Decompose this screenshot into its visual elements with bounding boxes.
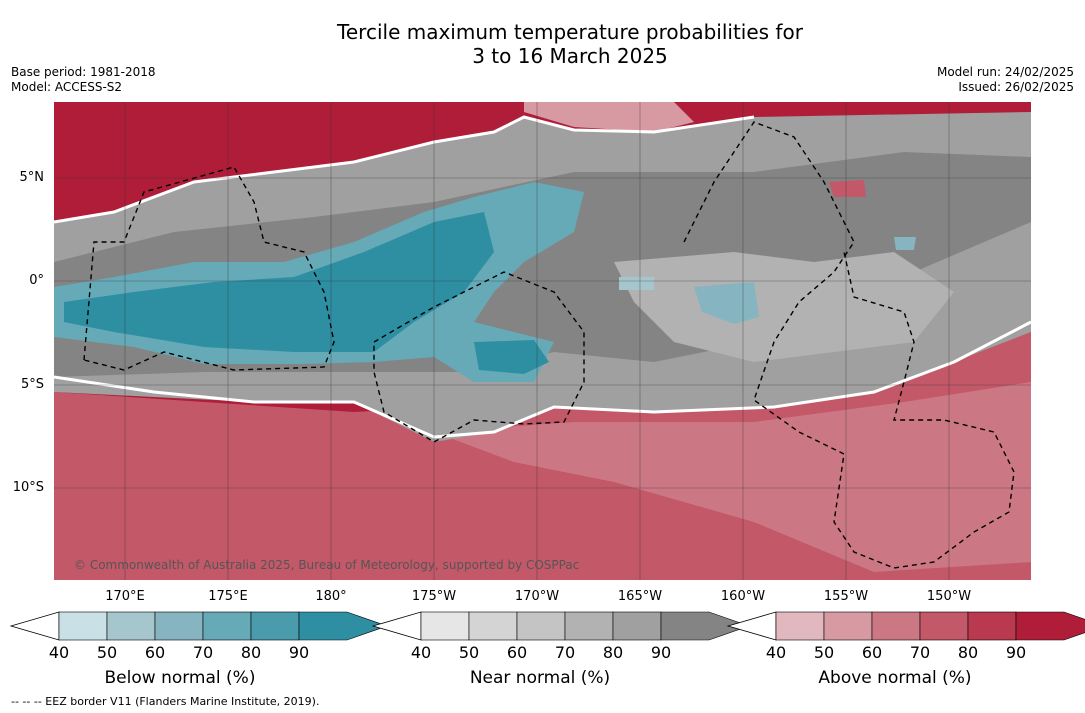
copyright-text: © Commonwealth of Australia 2025, Bureau… [74,558,579,572]
below-normal-patch [474,340,549,374]
colorbar-left-extend [371,611,422,641]
lat-label-10s: 10°S [12,480,44,495]
lon-label-170e: 170°E [105,589,145,604]
meta-left: Base period: 1981-2018 Model: ACCESS-S2 [11,65,156,95]
lat-label-5n: 5°N [19,170,45,185]
colorbar-tick-label: 90 [1005,643,1027,662]
issued-date: Issued: 26/02/2025 [958,80,1074,94]
lon-label-175w: 175°W [411,589,457,604]
colorbar-segment [871,611,921,641]
colorbar-tick-label: 80 [602,643,624,662]
colorbar-label-below: Below normal (%) [104,668,256,688]
colorbar-segment [660,611,750,641]
colorbar-tick-label: 40 [765,643,787,662]
above-normal-patch [829,180,866,197]
colorbar-tick-label: 50 [458,643,480,662]
lon-label-180: 180° [315,589,347,604]
colorbar-left-extend [9,611,60,641]
lat-label-0: 0° [29,273,44,288]
colorbar-tick-label: 60 [861,643,883,662]
below-normal-core [64,212,494,352]
colorbar-tick-label: 50 [813,643,835,662]
lat-label-5s: 5°S [20,377,44,392]
above-normal-band-60 [434,382,1031,572]
colorbar-segment [154,611,204,641]
graticule [54,102,1031,580]
colorbar-segment [967,611,1017,641]
colorbar-near-normal [371,611,750,641]
meta-right: Model run: 24/02/2025 Issued: 26/02/2025 [937,65,1074,95]
colorbar-segment [202,611,252,641]
colorbar-tick-label: 40 [48,643,70,662]
above-normal-north [524,102,694,132]
colorbar-segment [612,611,662,641]
contour-south [54,320,1031,439]
colorbar-segment [823,611,873,641]
base-period: Base period: 1981-2018 [11,65,156,79]
map-title: Tercile maximum temperature probabilitie… [0,20,1085,68]
colorbar-segment [468,611,518,641]
near-normal-light [614,252,954,362]
colorbar-tick-label: 70 [909,643,931,662]
colorbar-tick-label: 60 [144,643,166,662]
colorbar-below-normal [9,611,388,641]
colorbar-tick-label: 90 [288,643,310,662]
eez-footnote: -- -- -- EEZ border V11 (Flanders Marine… [11,695,320,708]
lon-label-170w: 170°W [514,589,560,604]
colorbar-tick-label: 40 [410,643,432,662]
model-name: Model: ACCESS-S2 [11,80,123,94]
colorbar-tick-label: 80 [957,643,979,662]
probability-map: © Commonwealth of Australia 2025, Bureau… [54,102,1031,580]
colorbar-segment [106,611,156,641]
colorbars [9,611,1085,641]
colorbar-segment [420,611,470,641]
colorbar-segment [564,611,614,641]
colorbar-tick-label: 90 [650,643,672,662]
colorbar-label-near: Near normal (%) [469,668,611,688]
map-area: © Commonwealth of Australia 2025, Bureau… [54,102,1031,580]
model-run: Model run: 24/02/2025 [936,65,1074,79]
colorbar-segment [250,611,300,641]
colorbar-left-extend [726,611,777,641]
title-line-2: 3 to 16 March 2025 [472,44,668,68]
colorbar-segment [1015,611,1085,641]
below-normal-small-patch [619,277,654,290]
colorbar-tick-label: 80 [240,643,262,662]
colorbar-tick-label: 70 [192,643,214,662]
colorbar-label-above: Above normal (%) [818,668,972,688]
lon-label-165w: 165°W [617,589,663,604]
colorbar-segment [58,611,108,641]
lon-label-175e: 175°E [208,589,248,604]
lon-label-155w: 155°W [823,589,869,604]
title-line-1: Tercile maximum temperature probabilitie… [337,20,803,44]
lon-label-150w: 150°W [926,589,972,604]
colorbar-tick-label: 70 [554,643,576,662]
colorbar-tick-label: 60 [506,643,528,662]
colorbar-segment [919,611,969,641]
eez-borders [83,121,1015,569]
colorbar-tick-label: 50 [96,643,118,662]
colorbar-segment [516,611,566,641]
lon-label-160w: 160°W [720,589,766,604]
colorbar-above-normal [726,611,1085,641]
below-normal-tiny-patch [894,237,916,250]
colorbar-segment [298,611,388,641]
colorbar-segment [775,611,825,641]
